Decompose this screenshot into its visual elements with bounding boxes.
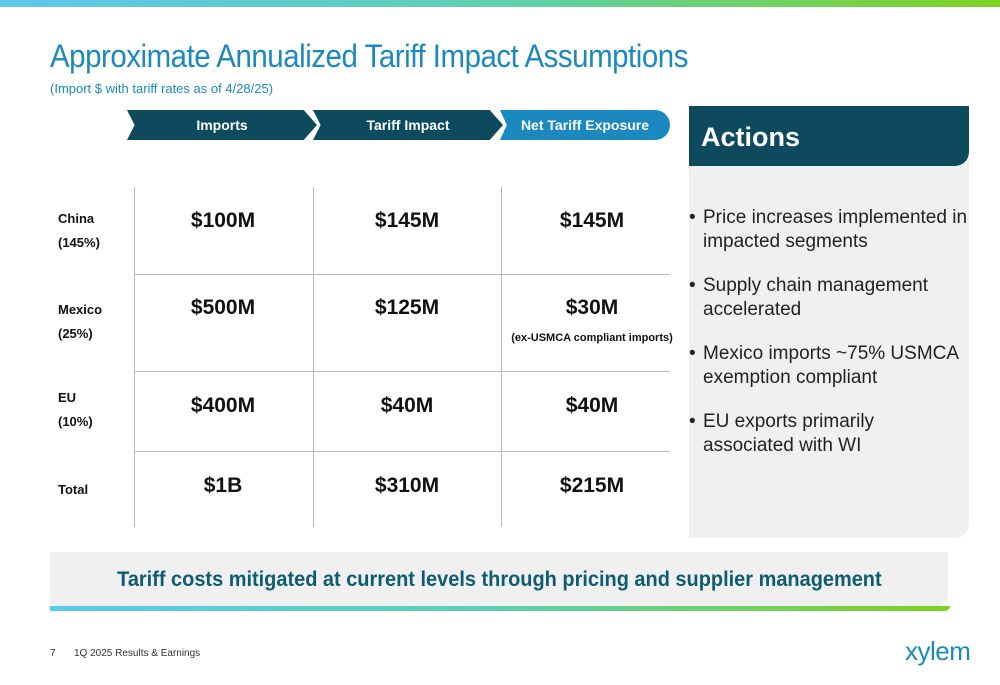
page-subtitle: (Import $ with tariff rates as of 4/28/2… [50,81,274,96]
cell-china-net-exposure: $145M [559,209,625,232]
actions-heading: Actions [689,106,969,166]
cell-china-imports: $100M [190,209,256,232]
row-name: Total [58,482,89,497]
action-item: • Supply chain management accelerated [689,275,928,320]
cell-mexico-note: (ex-USMCA compliant imports) [511,332,673,344]
cell-total-tariff-impact: $310M [374,474,440,497]
cell-china-tariff-impact: $145M [374,209,440,232]
row-name: China [58,211,95,226]
column-header-net-exposure: Net Tariff Exposure [500,110,670,140]
banner-gradient-line [50,606,950,611]
row-rate: (145%) [58,235,100,250]
cell-mexico-tariff-impact: $125M [374,296,440,319]
bullet: • [689,207,696,228]
row-label-china: China (145%) [58,207,100,255]
cell-mexico-net-exposure: $30M [565,296,619,319]
cell-eu-net-exposure: $40M [565,394,619,417]
action-item: • EU exports primarily associated with WI [689,411,875,456]
grid-line-vertical [501,187,502,527]
cell-eu-tariff-impact: $40M [380,394,434,417]
row-label-eu: EU (10%) [58,386,93,434]
bullet: • [689,343,696,364]
row-label-mexico: Mexico (25%) [58,298,102,346]
grid-line-horizontal [134,371,670,372]
row-label-total: Total [58,478,88,502]
row-rate: (25%) [58,326,93,341]
page-title: Approximate Annualized Tariff Impact Ass… [50,38,688,74]
page-number: 7 [50,648,56,659]
cell-eu-imports: $400M [190,394,256,417]
cell-total-net-exposure: $215M [559,474,625,497]
action-item: • Price increases implemented in impacted… [689,207,968,252]
grid-line-vertical [313,187,314,527]
grid-line-horizontal [134,274,670,275]
bullet: • [689,411,696,432]
action-item: • Mexico imports ~75% USMCA exemption com… [689,343,958,388]
row-name: EU [58,390,77,405]
banner-text: Tariff costs mitigated at current levels… [116,568,882,591]
actions-list: • Price increases implemented in impacted… [689,206,969,478]
summary-banner: Tariff costs mitigated at current levels… [50,552,948,608]
cell-mexico-imports: $500M [190,296,256,319]
bullet: • [689,275,696,296]
grid-line-vertical [134,187,135,527]
row-rate: (10%) [58,414,93,429]
actions-panel: Actions • Price increases implemented in … [689,106,969,538]
column-header-tariff-impact: Tariff Impact [313,110,503,140]
row-name: Mexico [58,302,103,317]
grid-line-horizontal [134,451,670,452]
xylem-logo: xylem [905,636,971,666]
cell-total-imports: $1B [203,474,243,497]
top-gradient-bar [0,0,1000,7]
column-header-imports: Imports [127,110,317,140]
footer-label: 1Q 2025 Results & Earnings [74,648,201,659]
